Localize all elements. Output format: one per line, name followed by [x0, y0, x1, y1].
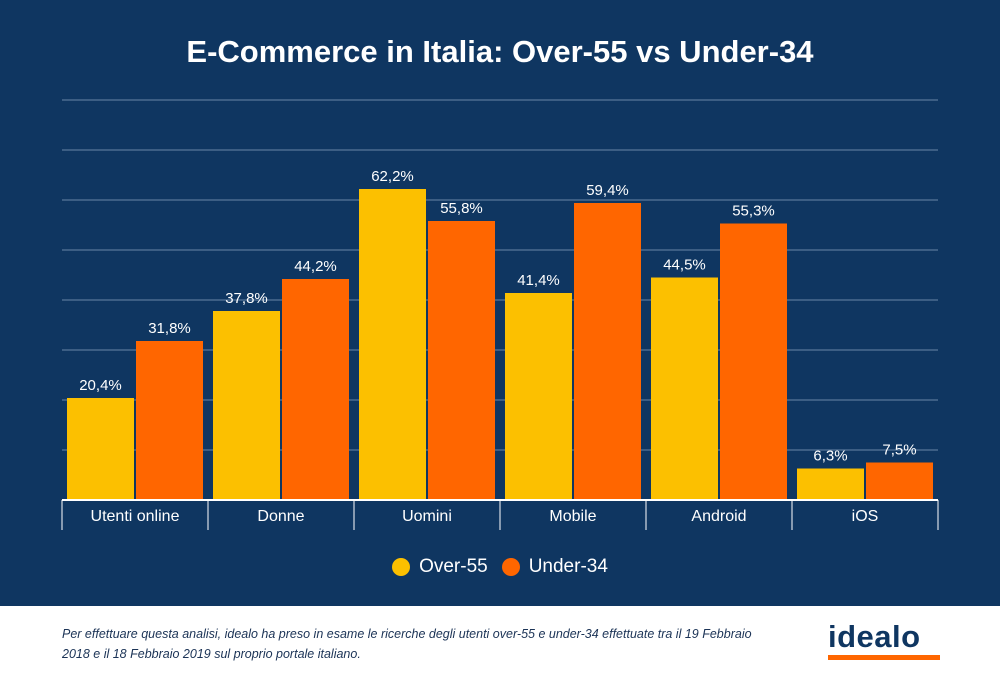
data-label-over-55: 6,3%	[813, 448, 847, 465]
bar-chart: 20,4% 31,8% Utenti online 37,8% 44,2% Donne 62…	[61, 99, 939, 530]
bar-under-34	[574, 203, 641, 500]
data-label-over-55: 37,8%	[225, 290, 268, 307]
data-label-under-34: 31,8%	[148, 320, 191, 337]
idealo-logo[interactable]: idealo	[828, 620, 940, 660]
legend-item-over-55: Over-55	[392, 556, 488, 578]
legend: Over-55 Under-34	[0, 556, 1000, 578]
bar-over-55	[359, 189, 426, 500]
legend-item-under-34: Under-34	[501, 556, 608, 578]
data-label-over-55: 44,5%	[663, 257, 706, 274]
legend-swatch-over-55	[392, 558, 411, 576]
data-label-over-55: 20,4%	[79, 377, 122, 394]
bar-over-55	[505, 293, 572, 500]
bar-over-55	[797, 468, 864, 500]
data-label-under-34: 55,8%	[440, 200, 483, 217]
data-label-under-34: 7,5%	[882, 442, 916, 459]
chart-title: E-Commerce in Italia: Over-55 vs Under-3…	[186, 34, 814, 69]
x-tick-label: Donne	[257, 508, 304, 525]
x-tick-label: Utenti online	[91, 508, 180, 525]
bar-over-55	[67, 398, 134, 500]
bar-under-34	[282, 279, 349, 500]
legend-label-over-55: Over-55	[419, 556, 488, 577]
footnote: Per effettuare questa analisi, idealo ha…	[62, 627, 752, 661]
legend-label-under-34: Under-34	[528, 556, 608, 577]
data-label-under-34: 59,4%	[586, 182, 629, 199]
data-label-over-55: 62,2%	[371, 168, 414, 185]
chart-panel: E-Commerce in Italia: Over-55 vs Under-3…	[0, 0, 1000, 606]
legend-swatch-under-34	[501, 558, 520, 576]
data-label-over-55: 41,4%	[517, 272, 560, 289]
logo-wordmark: idealo	[828, 619, 921, 654]
bar-over-55	[651, 277, 718, 500]
bar-under-34	[720, 223, 787, 500]
bar-under-34	[428, 221, 495, 500]
data-label-under-34: 44,2%	[294, 258, 337, 275]
x-tick-label: Android	[691, 508, 746, 525]
x-tick-label: Uomini	[402, 508, 452, 525]
bar-over-55	[213, 311, 280, 500]
bar-under-34	[866, 462, 933, 500]
data-label-under-34: 55,3%	[732, 203, 775, 220]
x-tick-label: iOS	[852, 508, 879, 525]
logo-underline	[828, 655, 940, 660]
bar-under-34	[136, 341, 203, 500]
x-tick-label: Mobile	[549, 508, 596, 525]
